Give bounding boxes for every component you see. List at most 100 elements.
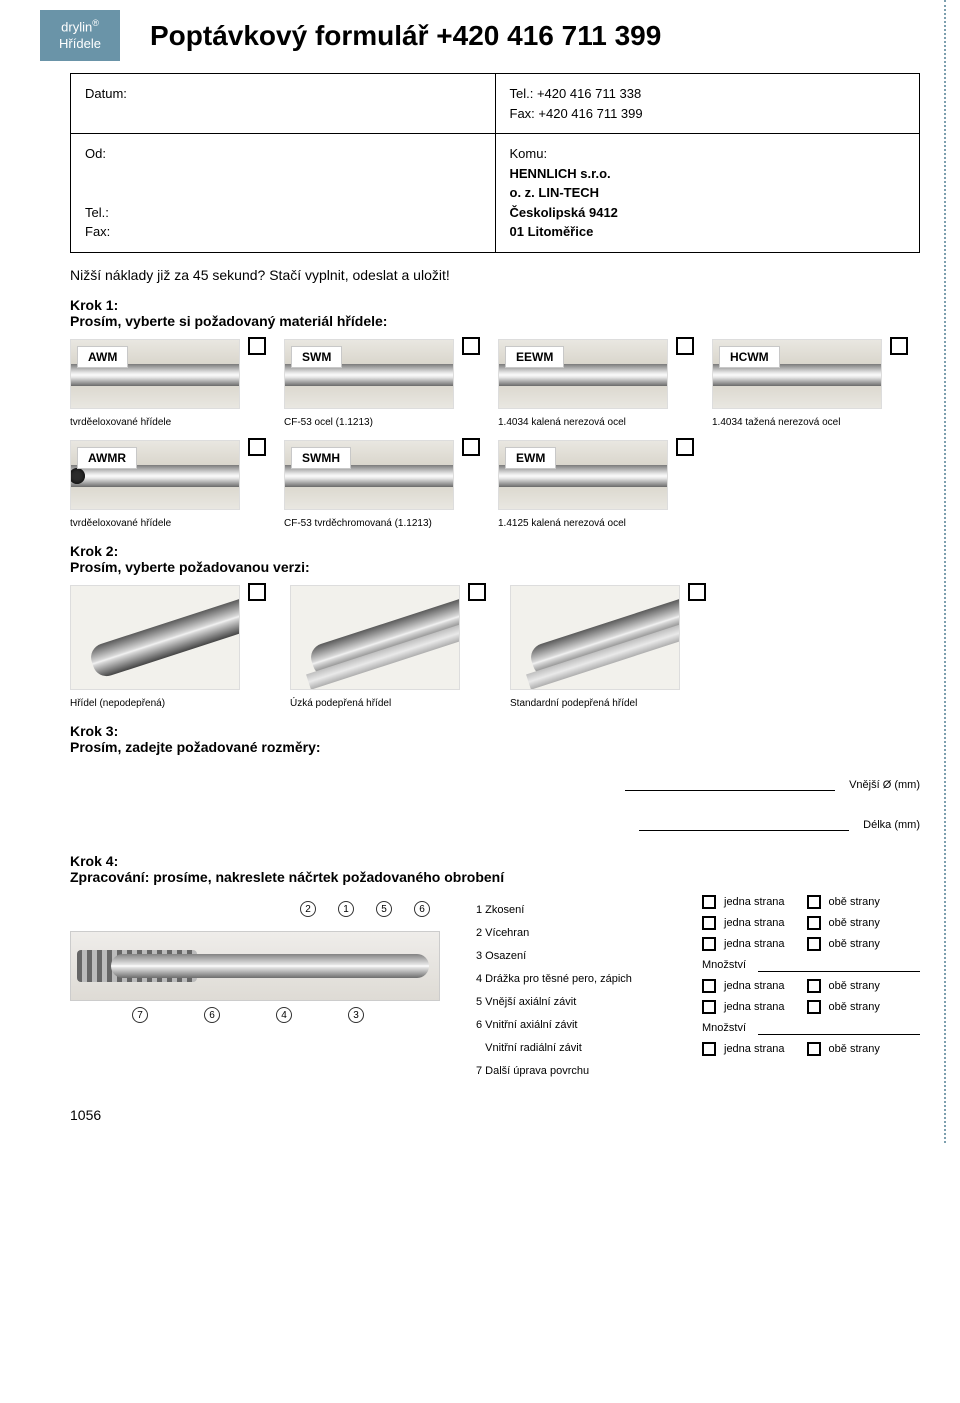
- outer-diameter-label: Vnější Ø (mm): [849, 779, 920, 791]
- contact-telfax-cell: Tel.: +420 416 711 338 Fax: +420 416 711…: [495, 74, 920, 134]
- intro-text: Nižší náklady již za 45 sekund? Stačí vy…: [70, 267, 920, 283]
- version-checkbox-1[interactable]: [468, 583, 486, 601]
- material-thumb-awm: AWM: [70, 339, 240, 409]
- checkbox-both-sides-1[interactable]: [807, 895, 821, 909]
- checkbox-one-side-4[interactable]: [702, 979, 716, 993]
- brand-tab: drylin® Hřídele: [40, 10, 120, 61]
- checkbox-both-sides-2[interactable]: [807, 916, 821, 930]
- material-caption: tvrděeloxované hřídele: [70, 518, 260, 529]
- version-thumb-1: [290, 585, 460, 690]
- material-caption: CF-53 tvrděchromovaná (1.1213): [284, 518, 474, 529]
- shaft-icon: [87, 591, 240, 679]
- material-row-2: AWMR SWMH EWM: [70, 440, 920, 510]
- qty-label: Množství: [702, 1022, 746, 1034]
- qty-label: Množství: [702, 959, 746, 971]
- opt-both-label: obě strany: [829, 938, 880, 950]
- from-cell[interactable]: Od: Tel.: Fax:: [71, 134, 495, 252]
- callout-6: 6: [414, 901, 430, 917]
- legend-line: 7 Další úprava povrchu: [476, 1060, 686, 1083]
- step4-heading: Krok 4:: [70, 853, 920, 869]
- legend-line: 2 Vícehran: [476, 922, 686, 945]
- opt-row-6: jedna strana obě strany: [702, 1042, 920, 1056]
- material-checkbox-ewm[interactable]: [676, 438, 694, 456]
- qty-row-1: Množství: [702, 958, 920, 972]
- checkbox-one-side-6[interactable]: [702, 1042, 716, 1056]
- shaft-drawing: [70, 931, 440, 1001]
- checkbox-one-side-3[interactable]: [702, 937, 716, 951]
- material-thumb-ewm: EWM: [498, 440, 668, 510]
- decorative-dotline: [944, 0, 946, 1143]
- step4-sub: Zpracování: prosíme, nakreslete náčrtek …: [70, 869, 920, 885]
- callout-6: 6: [204, 1007, 220, 1023]
- material-code-label: EWM: [505, 447, 556, 469]
- legend-line: 1 Zkosení: [476, 899, 686, 922]
- options-column: jedna strana obě strany jedna strana obě…: [702, 895, 920, 1084]
- opt-one-label: jedna strana: [724, 1001, 785, 1013]
- checkbox-one-side-5[interactable]: [702, 1000, 716, 1014]
- length-field[interactable]: [639, 813, 849, 831]
- opt-one-label: jedna strana: [724, 917, 785, 929]
- datum-label: Datum:: [85, 86, 127, 101]
- checkbox-both-sides-6[interactable]: [807, 1042, 821, 1056]
- step3-sub: Prosím, zadejte požadované rozměry:: [70, 739, 920, 755]
- step2-sub: Prosím, vyberte požadovanou verzi:: [70, 559, 920, 575]
- material-caption: CF-53 ocel (1.1213): [284, 417, 474, 428]
- qty-field-1[interactable]: [758, 958, 920, 972]
- checkbox-both-sides-3[interactable]: [807, 937, 821, 951]
- material-code-label: EEWM: [505, 346, 564, 368]
- opt-one-label: jedna strana: [724, 896, 785, 908]
- material-code-label: AWMR: [77, 447, 137, 469]
- legend-line: 3 Osazení: [476, 945, 686, 968]
- od-label: Od:: [85, 144, 481, 164]
- material-caption: tvrděeloxované hřídele: [70, 417, 260, 428]
- material-code-label: SWM: [291, 346, 342, 368]
- material-checkbox-swmh[interactable]: [462, 438, 480, 456]
- material-checkbox-hcwm[interactable]: [890, 337, 908, 355]
- step3-heading: Krok 3:: [70, 723, 920, 739]
- step2-heading: Krok 2:: [70, 543, 920, 559]
- checkbox-one-side-2[interactable]: [702, 916, 716, 930]
- material-checkbox-awmr[interactable]: [248, 438, 266, 456]
- opt-both-label: obě strany: [829, 896, 880, 908]
- outer-diameter-field[interactable]: [625, 773, 835, 791]
- checkbox-one-side-1[interactable]: [702, 895, 716, 909]
- material-code-label: HCWM: [719, 346, 780, 368]
- opt-both-label: obě strany: [829, 1001, 880, 1013]
- step1-sub: Prosím, vyberte si požadovaný materiál h…: [70, 313, 920, 329]
- opt-both-label: obě strany: [829, 980, 880, 992]
- checkbox-both-sides-4[interactable]: [807, 979, 821, 993]
- material-caption: 1.4034 tažená nerezová ocel: [712, 417, 902, 428]
- contact-table: Datum: Tel.: +420 416 711 338 Fax: +420 …: [70, 73, 920, 253]
- checkbox-both-sides-5[interactable]: [807, 1000, 821, 1014]
- opt-both-label: obě strany: [829, 1043, 880, 1055]
- material-checkbox-awm[interactable]: [248, 337, 266, 355]
- material-code-label: AWM: [77, 346, 128, 368]
- to-l1: HENNLICH s.r.o.: [510, 164, 906, 184]
- step1-heading: Krok 1:: [70, 297, 920, 313]
- callout-5: 5: [376, 901, 392, 917]
- material-checkbox-eewm[interactable]: [676, 337, 694, 355]
- qty-field-2[interactable]: [758, 1021, 920, 1035]
- brand-line2: Hřídele: [59, 36, 101, 51]
- opt-one-label: jedna strana: [724, 938, 785, 950]
- callout-7: 7: [132, 1007, 148, 1023]
- to-l2: o. z. LIN-TECH: [510, 183, 906, 203]
- page-number: 1056: [70, 1107, 920, 1123]
- opt-row-5: jedna strana obě strany: [702, 1000, 920, 1014]
- step4-body: 2156 7643 1 Zkosení2 Vícehran3 Osazení4 …: [70, 895, 920, 1084]
- legend-line: 5 Vnější axiální závit: [476, 991, 686, 1014]
- version-caption: Úzká podepřená hřídel: [290, 698, 480, 709]
- opt-row-2: jedna strana obě strany: [702, 916, 920, 930]
- legend-line: 6 Vnitřní axiální závit: [476, 1014, 686, 1037]
- version-caption: Hřídel (nepodepřená): [70, 698, 260, 709]
- version-checkbox-2[interactable]: [688, 583, 706, 601]
- datum-cell[interactable]: Datum:: [71, 74, 495, 134]
- callout-3: 3: [348, 1007, 364, 1023]
- fax-label: Fax:: [85, 222, 481, 242]
- step2-title: Krok 2: Prosím, vyberte požadovanou verz…: [70, 543, 920, 575]
- opt-row-4: jedna strana obě strany: [702, 979, 920, 993]
- opt-both-label: obě strany: [829, 917, 880, 929]
- material-checkbox-swm[interactable]: [462, 337, 480, 355]
- version-checkbox-0[interactable]: [248, 583, 266, 601]
- opt-row-3: jedna strana obě strany: [702, 937, 920, 951]
